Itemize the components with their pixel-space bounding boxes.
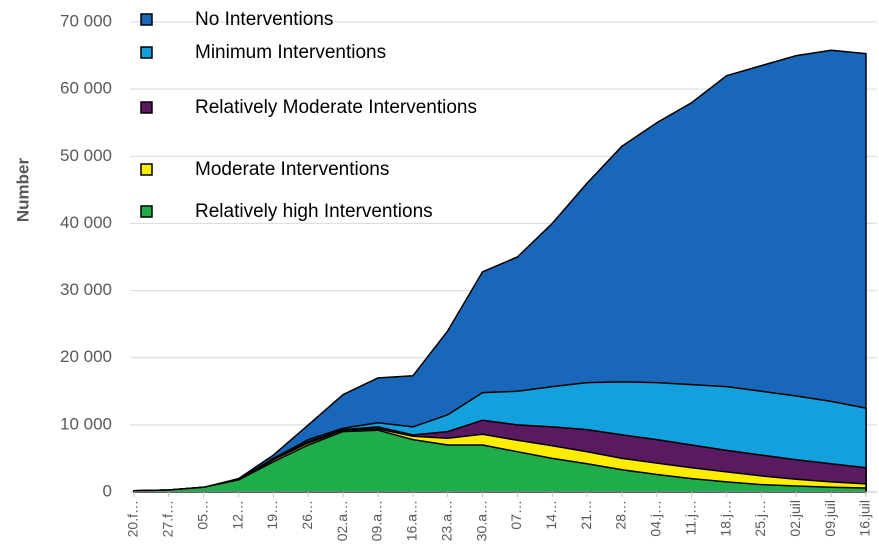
y-tick-label: 20 000 <box>60 347 112 366</box>
y-tick-label: 70 000 <box>60 11 112 30</box>
x-tick-label: 23.a… <box>438 500 454 541</box>
legend-swatch <box>140 163 153 176</box>
x-tick-label: 05… <box>194 500 210 530</box>
x-tick-label: 25.j… <box>752 500 768 537</box>
legend-label: Minimum Interventions <box>195 42 386 63</box>
x-tick-label: 09.a… <box>369 500 385 541</box>
area <box>133 429 867 493</box>
x-tick-label: 09.juil <box>822 500 838 537</box>
x-tick-label: 18.j… <box>717 500 733 537</box>
y-axis-label: Number <box>13 158 32 223</box>
y-tick-label: 10 000 <box>60 414 112 433</box>
x-tick-label: 21… <box>578 500 594 530</box>
x-tick-label: 02.a… <box>334 500 350 541</box>
x-tick-label: 11.j… <box>682 500 698 536</box>
x-tick-label: 04.j… <box>648 500 664 537</box>
legend-swatch <box>140 101 153 114</box>
y-tick-label: 0 <box>103 481 112 500</box>
legend-label: Relatively Moderate Interventions <box>195 97 477 118</box>
x-tick-label: 02.juil <box>787 500 803 537</box>
legend-swatch <box>140 13 153 26</box>
x-tick-label: 30.a… <box>473 500 489 541</box>
legend-label: No Interventions <box>195 9 333 30</box>
x-tick-label: 16.juil <box>857 500 873 537</box>
x-tick-label: 19… <box>264 500 280 530</box>
x-tick-label: 20.f… <box>125 500 141 537</box>
legend-label: Moderate Interventions <box>195 159 389 180</box>
x-tick-label: 07… <box>508 500 524 530</box>
x-tick-label: 27.f… <box>160 500 176 537</box>
x-tick-label: 14… <box>543 500 559 530</box>
y-tick-label: 50 000 <box>60 146 112 165</box>
legend-swatch <box>140 205 153 218</box>
x-tick-label: 12… <box>229 500 245 530</box>
area <box>133 49 867 493</box>
legend-label: Relatively high Interventions <box>195 201 433 222</box>
x-tick-label: 16.a… <box>404 500 420 541</box>
legend-swatch <box>140 46 153 59</box>
x-tick-label: 28… <box>613 500 629 530</box>
y-tick-label: 30 000 <box>60 280 112 299</box>
y-tick-label: 40 000 <box>60 213 112 232</box>
y-tick-label: 60 000 <box>60 79 112 98</box>
x-tick-label: 26… <box>299 500 315 530</box>
